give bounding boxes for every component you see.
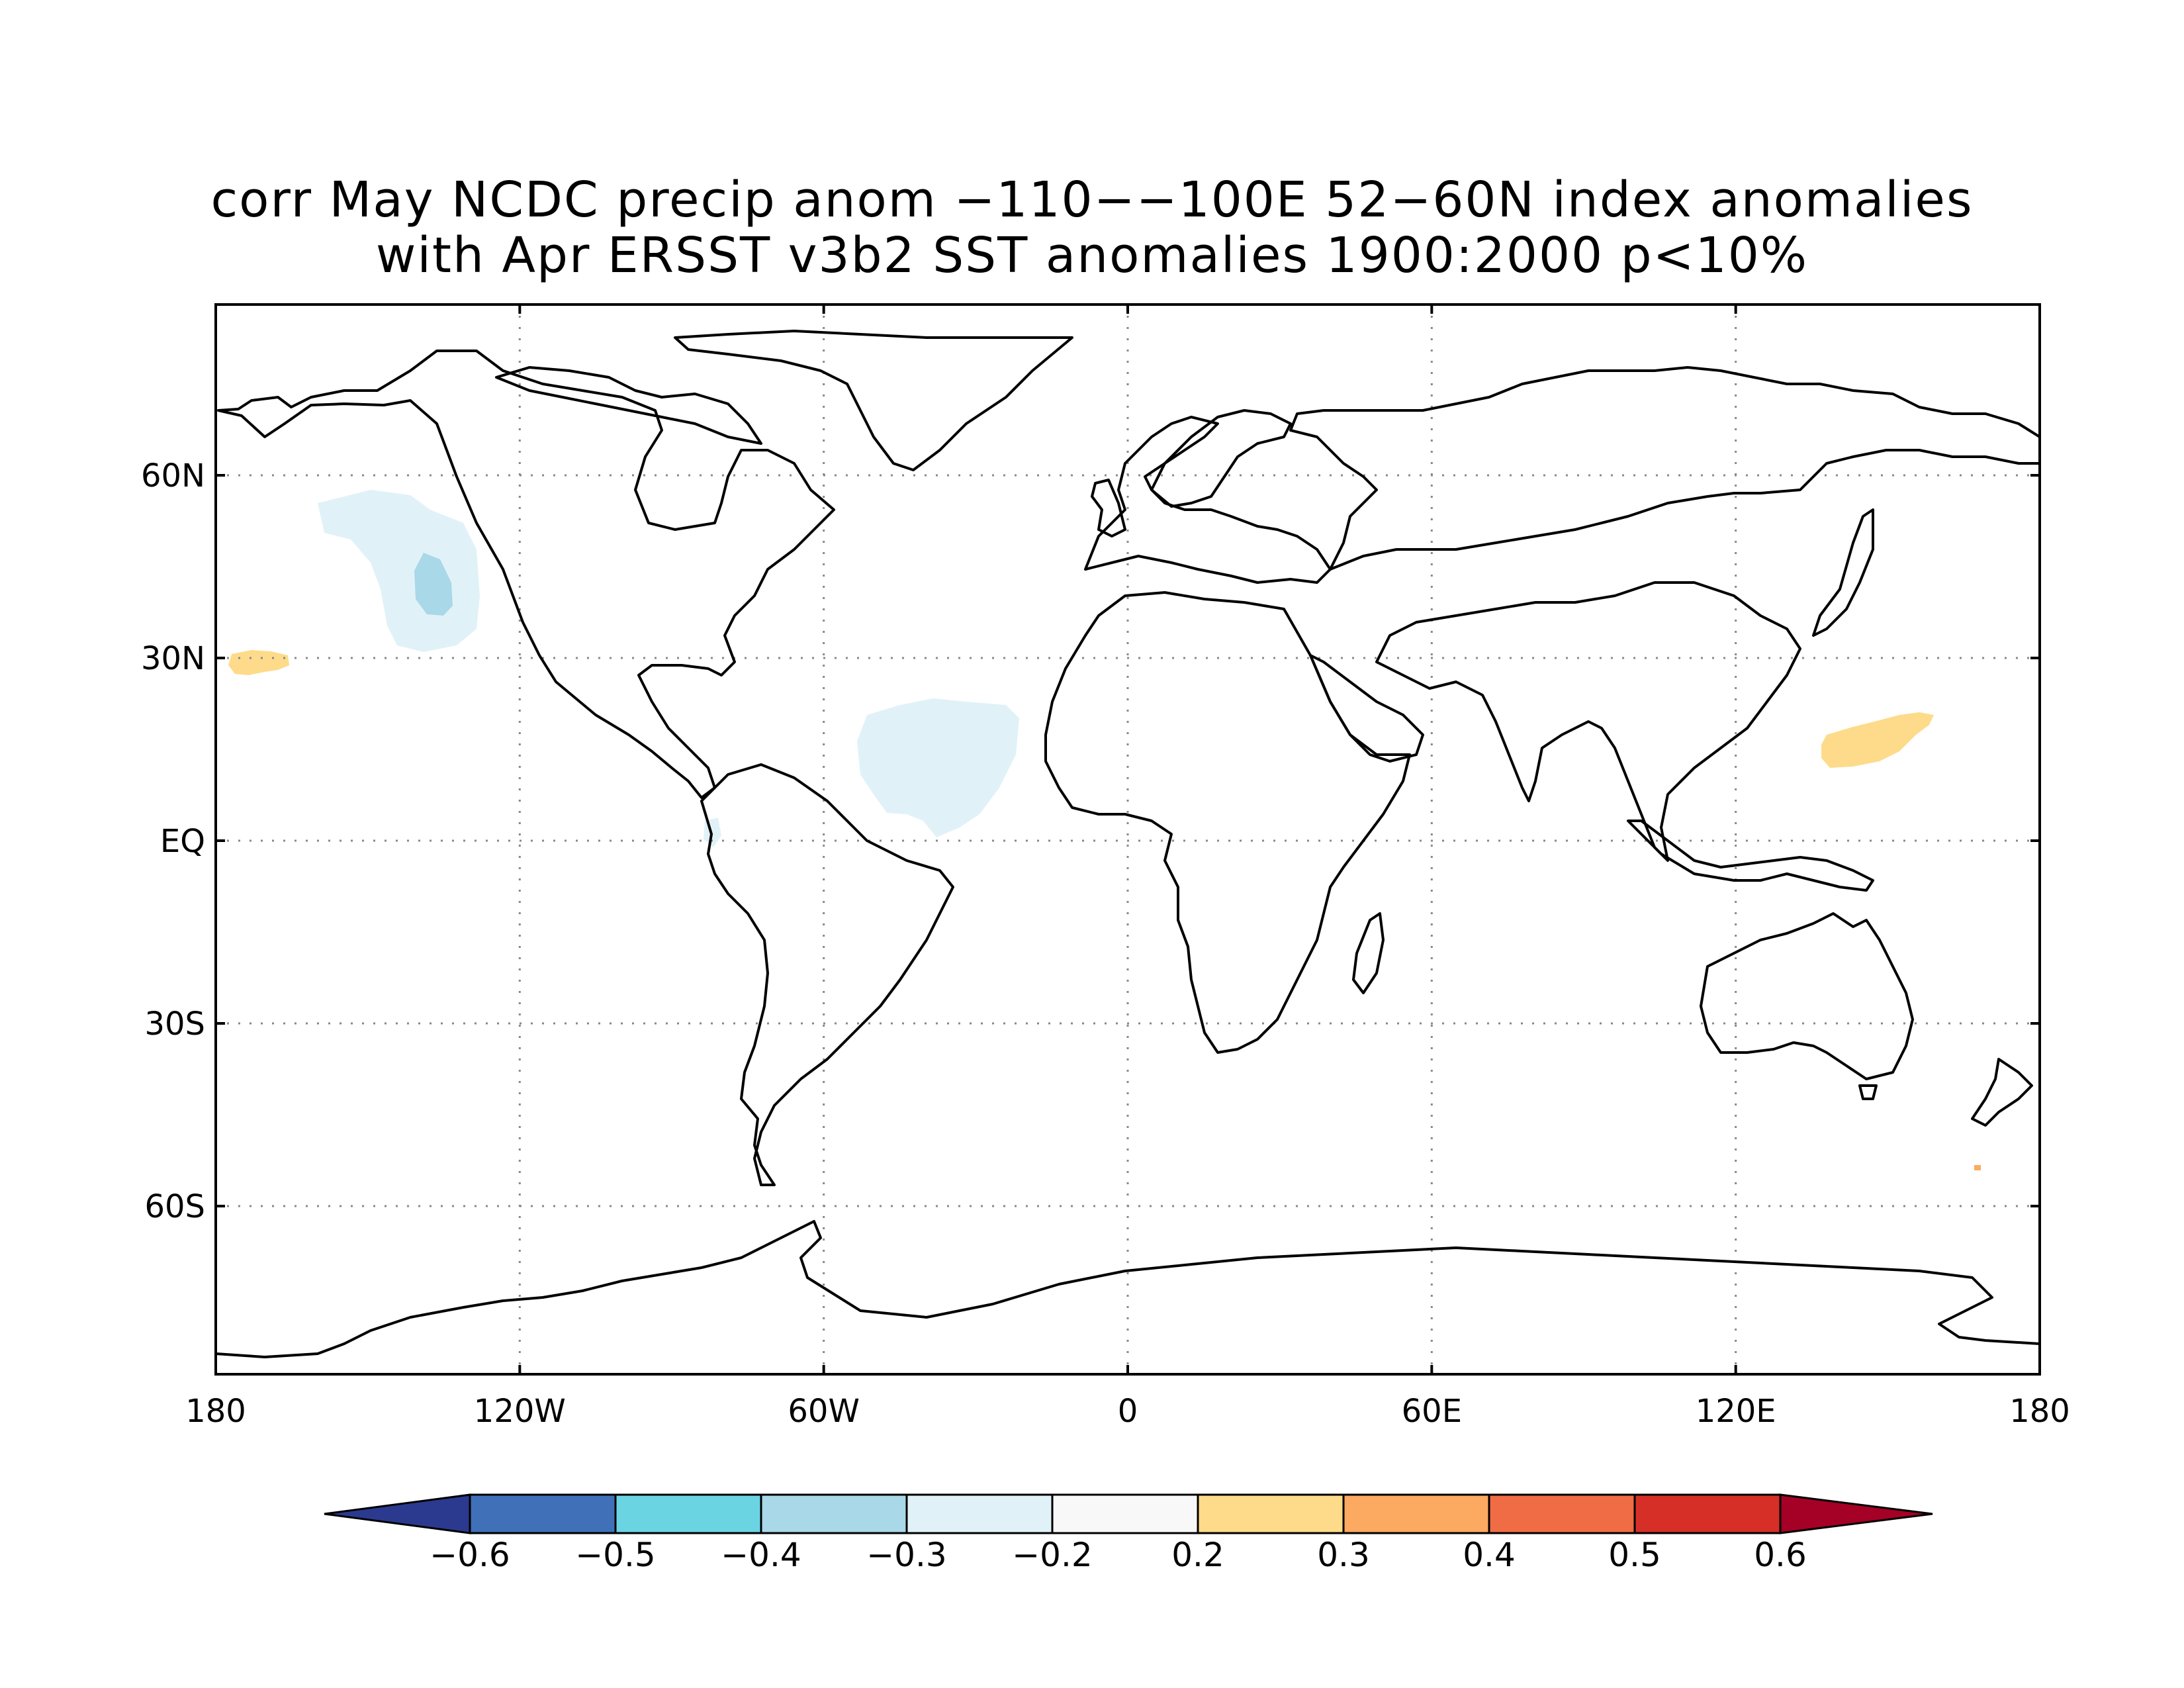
coast-australia	[1700, 912, 1914, 1080]
colorbar: −0.6 −0.5 −0.4 −0.3 −0.2 0.2 0.3 0.4 0.5 0.6	[324, 1493, 1933, 1574]
colorbar-segment	[1051, 1493, 1199, 1534]
coast-asia	[1289, 366, 2040, 571]
grid-lines	[216, 305, 2040, 1374]
colorbar-label: 0.6	[1754, 1536, 1807, 1574]
colorbar-segment	[905, 1493, 1054, 1534]
colorbar-segment	[1633, 1493, 1782, 1534]
y-tick-label: 60N	[141, 457, 205, 494]
coast-south-asia	[1375, 581, 1801, 862]
coast-greenland	[674, 330, 1073, 471]
coastlines	[216, 330, 2040, 1358]
x-tick-label: 120W	[474, 1393, 566, 1430]
x-tick-label: 120E	[1696, 1393, 1776, 1430]
x-tick-label: 60W	[788, 1393, 860, 1430]
coast-south-america	[700, 763, 954, 1186]
colorbar-label: −0.4	[721, 1536, 801, 1574]
y-tick-label: 30N	[141, 640, 205, 677]
coast-arabia	[1309, 654, 1424, 763]
atlantic-negative-region	[857, 698, 1019, 837]
colorbar-label: −0.3	[866, 1536, 946, 1574]
coast-madagascar	[1352, 912, 1385, 994]
title-line-2: with Apr ERSST v3b2 SST anomalies 1900:2…	[375, 227, 1809, 284]
x-tick-label: 60E	[1402, 1393, 1462, 1430]
axis-ticks: 180 120W 60W 0 60E 120E 180 60N 30N EQ 30S 60S	[141, 305, 2070, 1430]
plot-area	[216, 305, 2040, 1374]
y-tick-label: EQ	[160, 823, 205, 860]
x-tick-label: 0	[1118, 1393, 1138, 1430]
title-line-1: corr May NCDC precip anom −110−−100E 52−…	[210, 171, 1974, 228]
colorbar-label: 0.3	[1317, 1536, 1370, 1574]
colorbar-label: −0.5	[575, 1536, 655, 1574]
y-tick-label: 30S	[144, 1006, 205, 1043]
colorbar-segment	[614, 1493, 762, 1534]
colorbar-label: 0.4	[1463, 1536, 1516, 1574]
colorbar-label: −0.6	[430, 1536, 510, 1574]
colorbar-left-arrow	[324, 1493, 471, 1534]
colorbar-label: 0.5	[1608, 1536, 1661, 1574]
colorbar-segment	[1197, 1493, 1345, 1534]
colorbar-label: −0.2	[1012, 1536, 1092, 1574]
x-tick-label: 180	[2009, 1393, 2070, 1430]
map-title: corr May NCDC precip anom −110−−100E 52−…	[0, 172, 2184, 283]
coast-scandinavia	[1150, 409, 1292, 508]
x-tick-label: 180	[185, 1393, 246, 1430]
colorbar-right-arrow	[1779, 1493, 1933, 1534]
colorbar-label: 0.2	[1171, 1536, 1224, 1574]
colorbar-segment	[1488, 1493, 1636, 1534]
ne-pacific-core-negative-region	[414, 553, 453, 616]
y-tick-label: 60S	[144, 1188, 205, 1225]
sw-pacific-positive-speck	[1974, 1165, 1981, 1170]
ocean-background	[216, 305, 2040, 1374]
coast-arctic-islands	[495, 366, 762, 445]
colorbar-segment	[1342, 1493, 1490, 1534]
coast-indonesia	[1627, 820, 1874, 892]
colorbar-segment	[760, 1493, 908, 1534]
coast-antarctica	[216, 1220, 2040, 1358]
colorbar-segment	[469, 1493, 617, 1534]
west-pacific-positive-region	[1821, 712, 1934, 768]
coast-britain	[1091, 479, 1126, 538]
coast-new-zealand	[1971, 1058, 2033, 1127]
subtropical-pacific-positive-region	[228, 650, 289, 675]
coast-europe	[1084, 416, 1332, 584]
coast-japan	[1812, 508, 1874, 637]
coast-tasmania	[1858, 1084, 1878, 1100]
